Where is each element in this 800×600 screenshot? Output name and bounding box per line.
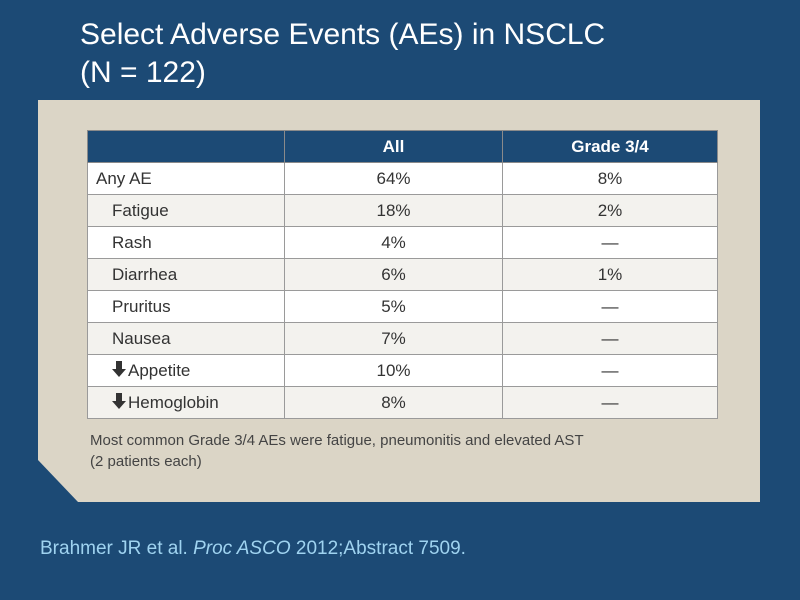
- row-grade-3-4: —: [502, 290, 718, 323]
- row-all: 5%: [284, 290, 503, 323]
- row-label: Hemoglobin: [128, 392, 219, 412]
- row-all: 4%: [284, 226, 503, 259]
- row-label: Pruritus: [87, 290, 285, 323]
- row-label: Any AE: [87, 162, 285, 195]
- row-label: Nausea: [87, 322, 285, 355]
- row-grade-3-4: 2%: [502, 194, 718, 227]
- row-label: Rash: [87, 226, 285, 259]
- row-all: 8%: [284, 386, 503, 419]
- row-label: Fatigue: [87, 194, 285, 227]
- footnote-line-2: (2 patients each): [90, 453, 202, 470]
- row-label-cell: Hemoglobin: [87, 386, 285, 419]
- row-all: 7%: [284, 322, 503, 355]
- header-grade-3-4: Grade 3/4: [502, 130, 718, 163]
- citation-journal: Proc ASCO: [193, 538, 291, 559]
- table-row: Nausea 7% —: [87, 322, 718, 355]
- row-grade-3-4: 1%: [502, 258, 718, 291]
- table-row: Diarrhea 6% 1%: [87, 258, 718, 291]
- table-row: Any AE 64% 8%: [87, 162, 718, 195]
- decreased-arrow-icon: [112, 392, 126, 409]
- row-grade-3-4: —: [502, 386, 718, 419]
- row-grade-3-4: —: [502, 322, 718, 355]
- row-all: 6%: [284, 258, 503, 291]
- slide-title: Select Adverse Events (AEs) in NSCLC (N …: [80, 16, 780, 92]
- decreased-arrow-icon: [112, 360, 126, 377]
- footnote-line-1: Most common Grade 3/4 AEs were fatigue, …: [90, 432, 584, 449]
- table-row: Pruritus 5% —: [87, 290, 718, 323]
- row-label: Appetite: [128, 360, 191, 380]
- citation-details: 2012;Abstract 7509.: [295, 538, 466, 559]
- table-row: Hemoglobin 8% —: [87, 386, 718, 419]
- adverse-events-table: All Grade 3/4 Any AE 64% 8% Fatigue 18% …: [87, 130, 718, 419]
- row-all: 18%: [284, 194, 503, 227]
- table-row: Appetite 10% —: [87, 354, 718, 387]
- table-row: Fatigue 18% 2%: [87, 194, 718, 227]
- row-all: 64%: [284, 162, 503, 195]
- row-grade-3-4: —: [502, 226, 718, 259]
- title-line-1: Select Adverse Events (AEs) in NSCLC: [80, 18, 606, 51]
- row-grade-3-4: 8%: [502, 162, 718, 195]
- row-label-cell: Appetite: [87, 354, 285, 387]
- citation-authors: Brahmer JR et al.: [40, 538, 188, 559]
- table-row: Rash 4% —: [87, 226, 718, 259]
- table-header-row: All Grade 3/4: [87, 130, 718, 163]
- header-all: All: [284, 130, 503, 163]
- row-grade-3-4: —: [502, 354, 718, 387]
- citation: Brahmer JR et al. Proc ASCO 2012;Abstrac…: [40, 538, 466, 560]
- row-label: Diarrhea: [87, 258, 285, 291]
- footnote: Most common Grade 3/4 AEs were fatigue, …: [90, 430, 730, 472]
- row-all: 10%: [284, 354, 503, 387]
- title-line-2: (N = 122): [80, 56, 206, 89]
- header-label: [87, 130, 285, 163]
